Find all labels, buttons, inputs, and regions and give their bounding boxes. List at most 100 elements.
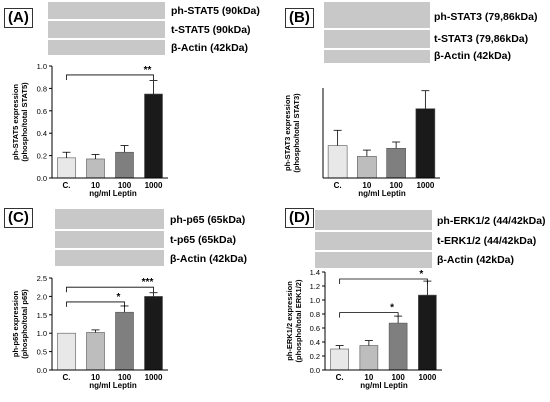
x-tick-label: C. bbox=[336, 373, 344, 382]
bar-1000 bbox=[144, 296, 163, 371]
y-tick-label: 0.4 bbox=[37, 129, 47, 138]
y-tick-label: 0.5 bbox=[37, 348, 47, 357]
band-label-actin-d: β-Actin (42kDa) bbox=[437, 254, 515, 266]
x-tick-label: C. bbox=[63, 373, 71, 382]
blot-t-stat5 bbox=[48, 21, 165, 38]
x-tick-label: 1000 bbox=[416, 181, 434, 190]
y-tick-label: 1.0 bbox=[37, 62, 47, 71]
blot-actin-d bbox=[315, 252, 432, 268]
blot-actin-b bbox=[324, 50, 430, 63]
significance-label: *** bbox=[142, 277, 154, 288]
bar-C. bbox=[57, 332, 76, 371]
x-tick-label: 1000 bbox=[145, 373, 163, 382]
panel-b-label: (B) bbox=[285, 8, 314, 28]
bar-100 bbox=[386, 148, 406, 179]
significance-bracket bbox=[66, 74, 154, 80]
x-axis-label: ng/ml Leptin bbox=[360, 381, 408, 390]
chart-a: 0.0 0.2 0.4 0.6 0.8 1.0 C. 10 100 1000 ** ng/ml Lep… bbox=[11, 62, 168, 198]
blot-actin-a bbox=[48, 40, 165, 55]
bar-100 bbox=[115, 311, 134, 371]
y-tick-label: 0.0 bbox=[310, 366, 320, 375]
significance-bracket bbox=[66, 301, 125, 307]
bar-10 bbox=[86, 332, 105, 371]
blot-actin-c bbox=[55, 250, 164, 266]
x-axis-label: ng/ml Leptin bbox=[358, 189, 406, 198]
blot-ph-p65 bbox=[55, 209, 164, 229]
y-tick-label: 0.2 bbox=[310, 352, 320, 361]
x-tick-label: C. bbox=[334, 181, 342, 190]
x-tick-label: 10 bbox=[364, 373, 373, 382]
significance-label: ** bbox=[144, 65, 152, 76]
x-tick-label: C. bbox=[63, 181, 71, 190]
y-axis-label: ph-STAT3 expression(phospho/total STAT3) bbox=[283, 93, 301, 173]
y-tick-label: 1.2 bbox=[310, 282, 320, 291]
band-label-ph-erk: ph-ERK1/2 (44/42kDa) bbox=[437, 215, 546, 227]
bar-10 bbox=[357, 156, 377, 179]
y-tick-label: 0.2 bbox=[37, 152, 47, 161]
x-axis-label: ng/ml Leptin bbox=[89, 189, 137, 198]
significance-bracket bbox=[339, 278, 428, 284]
x-tick-label: 100 bbox=[118, 373, 132, 382]
y-tick-label: 0.0 bbox=[37, 366, 47, 375]
x-tick-label: 1000 bbox=[418, 373, 436, 382]
y-tick-label: 2.5 bbox=[37, 274, 47, 283]
y-axis-label: ph-p65 expression(phospho/total p65) bbox=[11, 289, 29, 359]
band-label-t-stat5: t-STAT5 (90kDa) bbox=[171, 24, 251, 36]
significance-label: * bbox=[419, 269, 423, 280]
band-label-actin-c: β-Actin (42kDa) bbox=[170, 253, 248, 265]
y-tick-label: 0.8 bbox=[37, 84, 47, 93]
y-tick-label: 0.4 bbox=[310, 338, 320, 347]
bar-1000 bbox=[415, 108, 436, 179]
y-tick-label: 1.0 bbox=[310, 296, 320, 305]
band-label-t-p65: t-p65 (65kDa) bbox=[170, 234, 236, 246]
x-tick-label: 10 bbox=[362, 181, 371, 190]
significance-bracket bbox=[339, 312, 399, 318]
band-label-ph-stat3: ph-STAT3 (79,86kDa) bbox=[434, 11, 538, 23]
blot-ph-stat3 bbox=[324, 2, 430, 28]
band-label-actin-b: β-Actin (42kDa) bbox=[434, 50, 512, 62]
y-axis-label: ph-STAT5 expression(phospho/total STAT5) bbox=[11, 82, 29, 162]
blot-ph-stat5 bbox=[48, 2, 165, 19]
bar-1000 bbox=[144, 93, 163, 179]
bar-10 bbox=[359, 345, 379, 371]
blot-t-erk bbox=[315, 232, 432, 250]
band-label-actin-a: β-Actin (42kDa) bbox=[171, 42, 249, 54]
y-tick-label: 1.0 bbox=[37, 329, 47, 338]
y-tick-label: 0.6 bbox=[310, 324, 320, 333]
x-axis-label: ng/ml Leptin bbox=[89, 381, 137, 390]
x-tick-label: 100 bbox=[391, 373, 405, 382]
x-tick-label: 10 bbox=[91, 181, 100, 190]
y-tick-label: 0.6 bbox=[37, 107, 47, 116]
x-tick-label: 100 bbox=[118, 181, 132, 190]
band-label-ph-p65: ph-p65 (65kDa) bbox=[170, 214, 246, 226]
bar-100 bbox=[115, 151, 134, 179]
panel-c-label: (C) bbox=[4, 208, 33, 228]
band-label-ph-stat5: ph-STAT5 (90kDa) bbox=[171, 5, 260, 17]
bar-100 bbox=[388, 322, 408, 371]
significance-label: * bbox=[117, 292, 121, 303]
blot-t-p65 bbox=[55, 231, 164, 248]
x-tick-label: 100 bbox=[389, 181, 403, 190]
chart-d: 0.0 0.2 0.4 0.6 0.8 1.0 1.2 1.4 C. 10 100 1000 * * ng/… bbox=[285, 268, 442, 390]
bar-C. bbox=[330, 348, 349, 371]
y-tick-label: 1.5 bbox=[37, 311, 47, 320]
panel-d-label: (D) bbox=[285, 208, 314, 228]
significance-label: * bbox=[390, 303, 394, 314]
chart-b: C. 10 100 1000 ng/ml Leptin ph-STAT3 expressi… bbox=[283, 88, 440, 198]
chart-c: 0.00.51.01.52.02.5C. 10 100 1000****ng/ml L… bbox=[11, 274, 168, 390]
y-tick-label: 0.0 bbox=[37, 174, 47, 183]
band-label-t-stat3: t-STAT3 (79,86kDa) bbox=[434, 33, 529, 45]
x-tick-label: 10 bbox=[91, 373, 100, 382]
bar-C. bbox=[57, 157, 76, 179]
bar-1000 bbox=[418, 294, 437, 371]
y-tick-label: 2.0 bbox=[37, 292, 47, 301]
y-axis-label: ph-ERK1/2 expression(phospho/total ERK1/… bbox=[285, 279, 303, 362]
bar-C. bbox=[327, 145, 348, 179]
significance-bracket bbox=[66, 286, 154, 293]
blot-t-stat3 bbox=[324, 30, 430, 48]
panel-a-label: (A) bbox=[4, 8, 33, 28]
bar-10 bbox=[86, 158, 105, 179]
x-tick-label: 1000 bbox=[145, 181, 163, 190]
blot-ph-erk bbox=[315, 210, 432, 230]
